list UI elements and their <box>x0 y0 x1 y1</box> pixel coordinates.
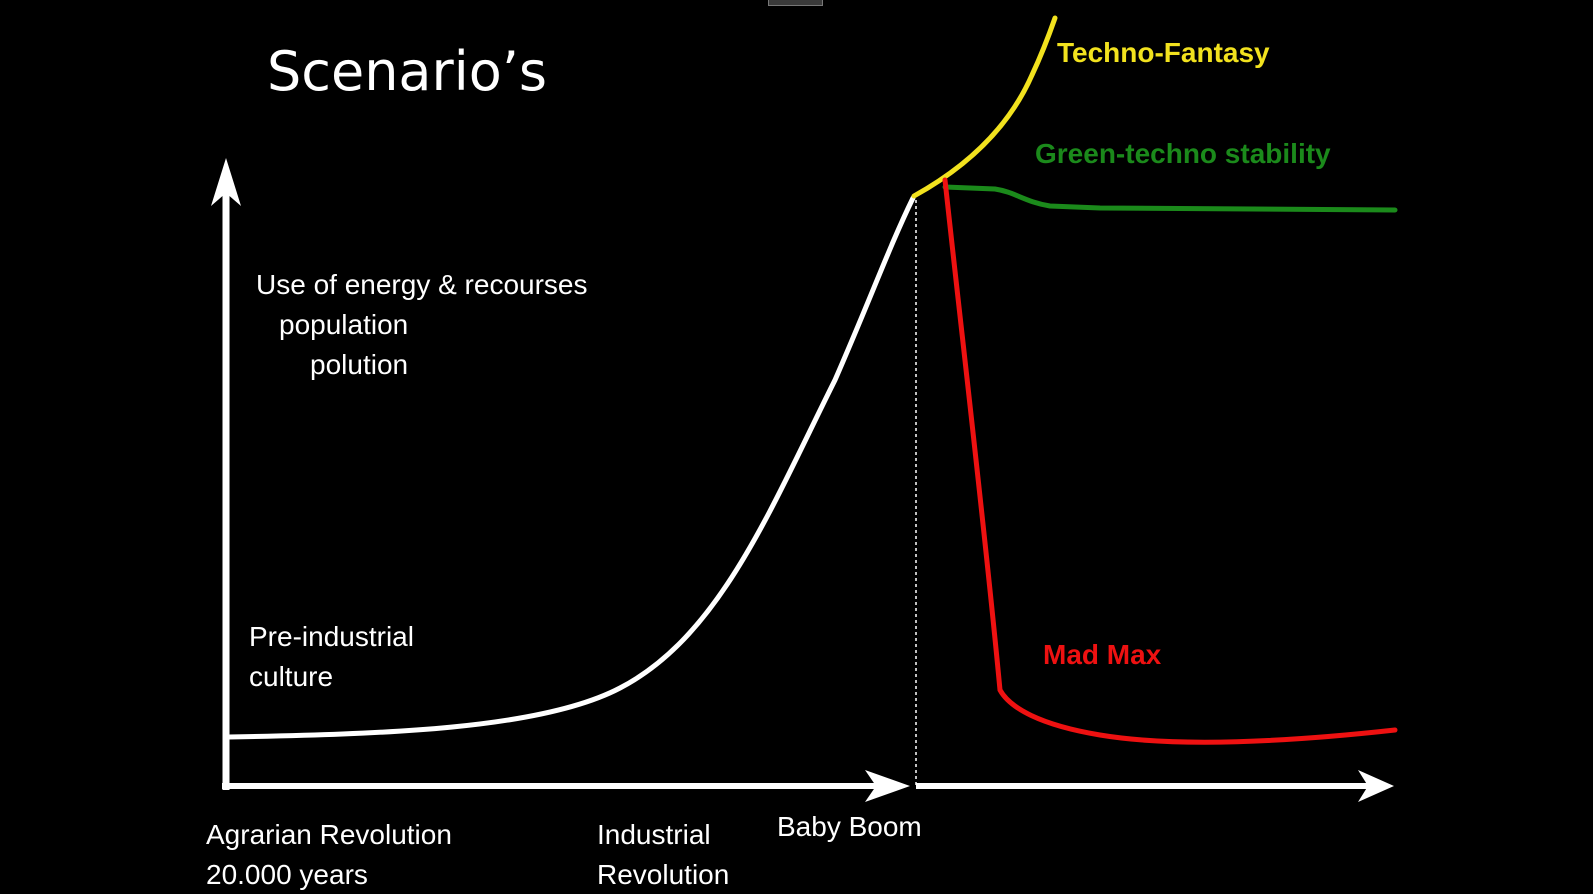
baby-boom-label: Baby Boom <box>777 811 922 842</box>
industrial-revolution-label-line2: Revolution <box>597 859 730 890</box>
industrial-revolution-label-line1: Industrial <box>597 819 711 850</box>
history-growth-curve <box>226 195 916 740</box>
green-techno-curve <box>942 184 1398 213</box>
y-axis-label-line2: population <box>279 309 409 340</box>
y-axis-label-line3: polution <box>310 349 409 380</box>
window-tab-handle[interactable] <box>768 0 823 6</box>
x-axis-left-arrowhead <box>865 770 910 802</box>
x-axis-right-arrowhead <box>1358 770 1394 802</box>
techno-fantasy-label: Techno-Fantasy <box>1057 37 1270 68</box>
techno-fantasy-curve <box>911 15 1058 199</box>
agrarian-revolution-label: Agrarian Revolution <box>206 819 452 850</box>
slide-title: Scenario’s <box>267 40 548 103</box>
green-techno-label: Green-techno stability <box>1035 138 1331 169</box>
y-axis-label-line1: Use of energy & recourses <box>256 269 588 300</box>
agrarian-years-label: 20.000 years <box>206 859 368 890</box>
pre-industrial-label-line1: Pre-industrial <box>249 621 414 652</box>
mad-max-curve <box>942 177 1398 745</box>
y-axis-arrowhead <box>211 158 241 206</box>
pre-industrial-label-line2: culture <box>249 661 334 692</box>
mad-max-label: Mad Max <box>1043 639 1162 670</box>
